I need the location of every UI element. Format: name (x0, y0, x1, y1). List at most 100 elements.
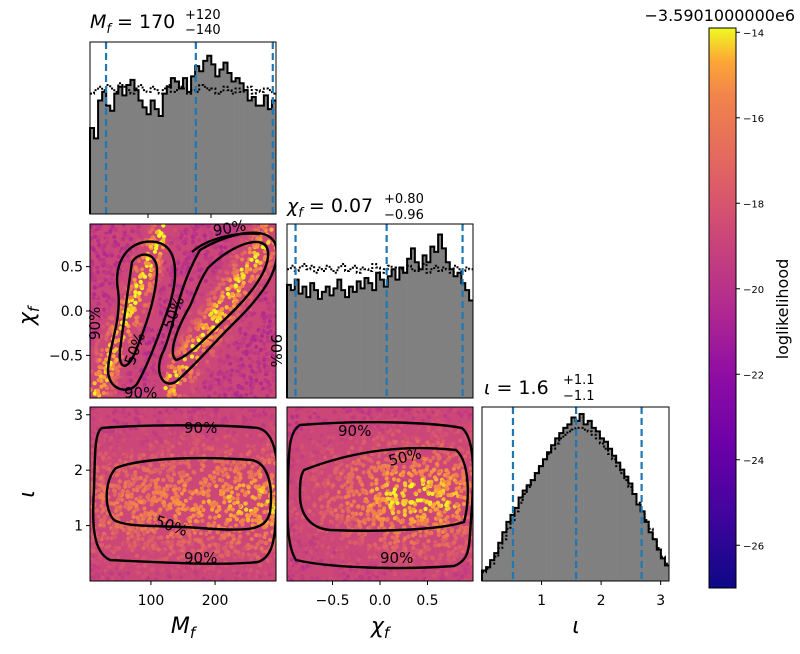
scatter-mf-chif-point (96, 392, 100, 396)
scatter-mf-iota-point (238, 534, 242, 538)
scatter-mf-chif-point (184, 250, 188, 254)
scatter-chif-iota-point (329, 571, 333, 575)
scatter-mf-chif-point (186, 262, 190, 266)
scatter-mf-iota-point (191, 514, 195, 518)
scatter-mf-iota-point (265, 568, 269, 572)
scatter-chif-iota-point (435, 494, 439, 498)
scatter-mf-iota-point (223, 435, 227, 439)
scatter-mf-chif-point (137, 291, 141, 295)
scatter-mf-iota-point (149, 550, 153, 554)
scatter-mf-chif-point (259, 330, 263, 334)
scatter-chif-iota-point (440, 568, 444, 572)
scatter-mf-iota-point (219, 491, 223, 495)
scatter-mf-iota-point (154, 499, 158, 503)
scatter-mf-iota-point (238, 504, 242, 508)
scatter-mf-iota-point (225, 460, 229, 464)
scatter-mf-chif-point (208, 386, 212, 390)
hist-mf-panel (90, 42, 276, 218)
scatter-mf-iota-point (211, 437, 215, 441)
scatter-chif-iota-point (394, 497, 398, 501)
scatter-mf-iota-point (118, 492, 122, 496)
scatter-chif-iota-point (468, 412, 472, 416)
scatter-mf-chif-point (266, 301, 270, 305)
scatter-chif-iota-point (360, 483, 364, 487)
scatter-mf-iota-point (227, 532, 231, 536)
scatter-mf-iota-point (150, 470, 154, 474)
scatter-mf-iota-point (237, 510, 241, 514)
scatter-mf-iota-point (253, 513, 257, 517)
scatter-chif-iota-point (419, 509, 423, 513)
scatter-mf-iota-point (132, 509, 136, 513)
scatter-mf-iota-point (243, 493, 247, 497)
scatter-chif-iota-point (449, 493, 453, 497)
scatter-mf-iota-point (148, 421, 152, 425)
scatter-chif-iota-point (436, 441, 440, 445)
scatter-mf-iota-point (111, 429, 115, 433)
scatter-chif-iota-point (357, 557, 361, 561)
scatter-mf-iota-point (168, 484, 172, 488)
scatter-chif-iota-point (288, 562, 292, 566)
scatter-chif-iota-point (307, 524, 311, 528)
scatter-mf-iota-point (212, 470, 216, 474)
scatter-chif-iota-point (442, 497, 446, 501)
scatter-chif-iota-point (372, 417, 376, 421)
scatter-mf-iota-point (130, 548, 134, 552)
scatter-mf-iota-point (188, 567, 192, 571)
scatter-mf-chif-point (102, 294, 106, 298)
scatter-mf-iota-point (171, 469, 175, 473)
scatter-mf-chif-point (235, 391, 239, 395)
hist-mf-bar (260, 106, 264, 214)
scatter-mf-iota-point (250, 475, 254, 479)
scatter-mf-chif-point (235, 369, 239, 373)
scatter-chif-iota-point (344, 414, 348, 418)
scatter-mf-chif-point (255, 267, 259, 271)
scatter-mf-iota-point (124, 418, 128, 422)
scatter-chif-iota-point (322, 512, 326, 516)
hist-mf-bar (139, 100, 143, 214)
scatter-chif-iota-point (391, 511, 395, 515)
scatter-mf-iota-point (207, 537, 211, 541)
scatter-chif-iota-point (433, 544, 437, 548)
scatter-chif-iota-point (428, 509, 432, 513)
scatter-mf-iota-point (118, 439, 122, 443)
scatter-mf-chif-point (150, 227, 154, 231)
scatter-mf-chif-point (91, 357, 95, 361)
scatter-mf-chif-point (208, 313, 212, 317)
scatter-chif-iota-point (402, 494, 406, 498)
scatter-chif-iota-point (409, 484, 413, 488)
scatter-mf-iota-point (247, 485, 251, 489)
scatter-mf-chif-point (104, 234, 108, 238)
scatter-chif-iota-point (428, 459, 432, 463)
scatter-mf-iota-point (244, 508, 248, 512)
scatter-mf-chif-point (211, 353, 215, 357)
scatter-mf-iota-point (188, 477, 192, 481)
scatter-mf-iota-point (214, 484, 218, 488)
scatter-mf-chif-point (221, 352, 225, 356)
scatter-mf-iota-point (139, 495, 143, 499)
scatter-mf-chif-point (188, 252, 192, 256)
scatter-mf-iota-point (159, 535, 163, 539)
scatter-mf-chif-point (164, 386, 168, 390)
scatter-mf-iota-point (174, 491, 178, 495)
scatter-mf-iota-point (207, 488, 211, 492)
scatter-mf-chif-point (92, 292, 96, 296)
scatter-mf-iota-point (90, 444, 94, 448)
scatter-mf-iota-point (163, 557, 167, 561)
scatter-mf-chif-point (206, 363, 210, 367)
scatter-mf-chif-point (194, 321, 198, 325)
scatter-mf-chif-point (143, 275, 147, 279)
scatter-mf-chif-point (202, 381, 206, 385)
scatter-chif-iota-point (333, 471, 337, 475)
scatter-chif-iota-point (452, 467, 456, 471)
scatter-mf-chif-point (227, 349, 231, 353)
scatter-chif-iota-point (457, 411, 461, 415)
scatter-mf-iota-point (200, 486, 204, 490)
scatter-mf-iota-point (119, 525, 123, 529)
scatter-mf-chif-point (241, 275, 245, 279)
scatter-mf-iota-point (136, 565, 140, 569)
scatter-mf-iota-point (111, 577, 115, 581)
scatter-mf-iota-point (224, 522, 228, 526)
scatter-mf-iota-point (142, 546, 146, 550)
scatter-mf-chif-point (137, 259, 141, 263)
scatter-mf-iota-point (226, 550, 230, 554)
